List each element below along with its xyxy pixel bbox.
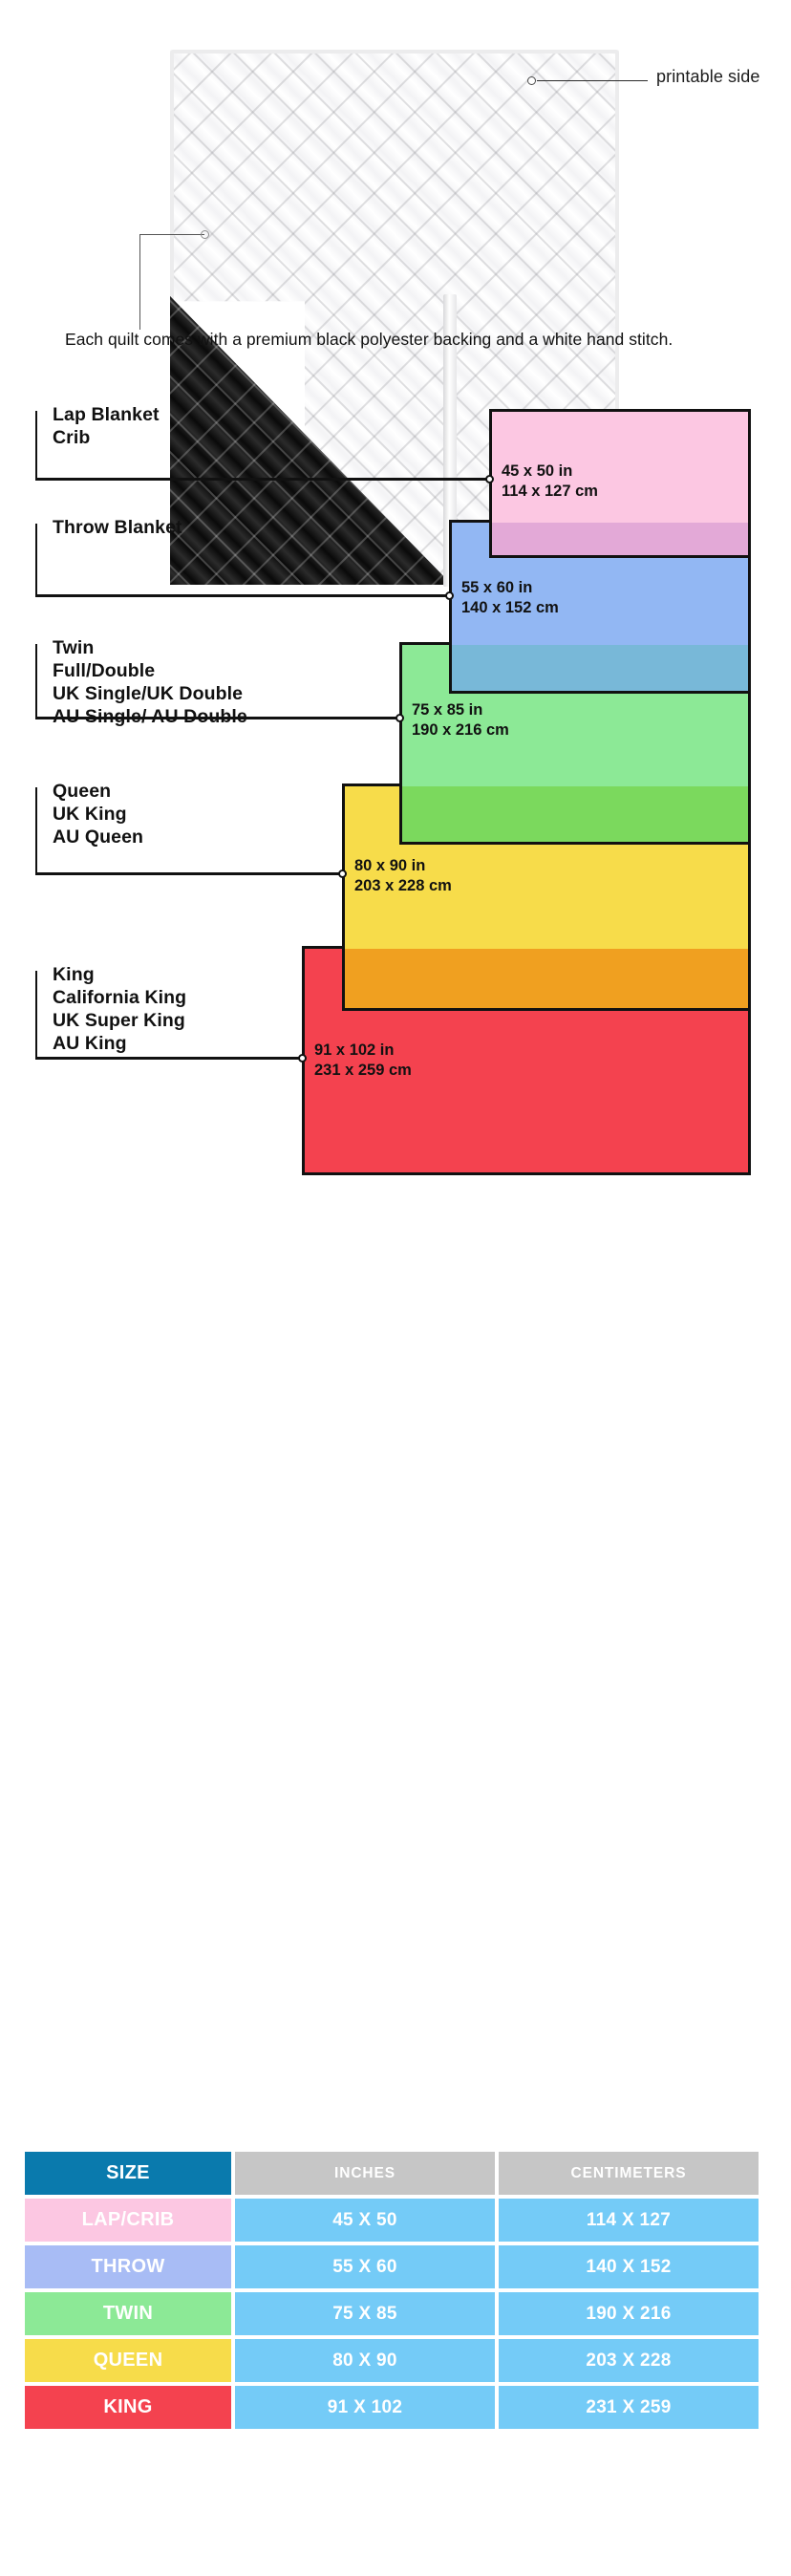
table-cell-inches: 75 X 85 <box>235 2292 495 2335</box>
table-row: QUEEN 80 X 90 203 X 228 <box>25 2339 762 2382</box>
table-cell-centimeters: 203 X 228 <box>499 2339 759 2382</box>
table-cell-centimeters: 190 X 216 <box>499 2292 759 2335</box>
table-row: TWIN 75 X 85 190 X 216 <box>25 2292 762 2335</box>
table-cell-inches: 55 X 60 <box>235 2245 495 2288</box>
dimension-label-lap-crib: 45 x 50 in 114 x 127 cm <box>502 462 598 500</box>
leader-line-twin <box>35 718 401 719</box>
table-cell-inches: 80 X 90 <box>235 2339 495 2382</box>
callout-dot-icon <box>201 230 209 239</box>
dimension-label-throw: 55 x 60 in 140 x 152 cm <box>461 579 559 616</box>
group-label-lap-crib: Lap Blanket Crib <box>53 404 160 448</box>
table-header-centimeters: CENTIMETERS <box>499 2152 759 2195</box>
backing-leader-line-horizontal <box>139 234 204 236</box>
table-header-size: SIZE <box>25 2152 231 2195</box>
quilt-caption: Each quilt comes with a premium black po… <box>65 330 673 349</box>
quilt-illustration-section: printable side Each quilt comes with a p… <box>0 0 791 631</box>
dimension-label-queen: 80 x 90 in 203 x 228 cm <box>354 857 452 894</box>
table-cell-size: LAP/CRIB <box>25 2199 231 2242</box>
leader-line-king <box>35 1058 304 1060</box>
printable-side-label: printable side <box>656 67 760 86</box>
leader-dot-icon <box>298 1054 307 1063</box>
quilt-product-image <box>170 50 619 587</box>
size-comparison-diagram: Lap Blanket Crib 45 x 50 in 114 x 127 cm… <box>0 399 791 2081</box>
size-table: SIZE INCHES CENTIMETERS LAP/CRIB 45 X 50… <box>25 2152 762 2433</box>
table-row: KING 91 X 102 231 X 259 <box>25 2386 762 2429</box>
printable-side-leader-line <box>537 80 648 81</box>
group-label-queen: Queen UK King AU Queen <box>53 781 144 848</box>
group-label-king: King California King UK Super King AU Ki… <box>53 964 187 1054</box>
leader-line-queen <box>35 873 344 875</box>
dimension-label-twin: 75 x 85 in 190 x 216 cm <box>412 701 509 739</box>
leader-line-lap-crib <box>35 479 491 481</box>
table-row: LAP/CRIB 45 X 50 114 X 127 <box>25 2199 762 2242</box>
table-cell-centimeters: 114 X 127 <box>499 2199 759 2242</box>
table-cell-size: TWIN <box>25 2292 231 2335</box>
leader-dot-icon <box>445 591 454 600</box>
table-row: THROW 55 X 60 140 X 152 <box>25 2245 762 2288</box>
leader-dot-icon <box>396 714 404 722</box>
leader-dot-icon <box>485 475 494 483</box>
table-cell-size: QUEEN <box>25 2339 231 2382</box>
table-cell-size: THROW <box>25 2245 231 2288</box>
table-cell-size: KING <box>25 2386 231 2429</box>
leader-dot-icon <box>338 869 347 878</box>
table-header-inches: INCHES <box>235 2152 495 2195</box>
quilt-white-hand-stitch-hem <box>443 294 457 587</box>
group-label-throw: Throw Blanket <box>53 517 182 538</box>
table-cell-inches: 91 X 102 <box>235 2386 495 2429</box>
table-cell-centimeters: 231 X 259 <box>499 2386 759 2429</box>
group-label-twin: Twin Full/Double UK Single/UK Double AU … <box>53 637 247 727</box>
table-cell-inches: 45 X 50 <box>235 2199 495 2242</box>
table-header-row: SIZE INCHES CENTIMETERS <box>25 2152 762 2195</box>
callout-dot-icon <box>527 76 536 85</box>
table-cell-centimeters: 140 X 152 <box>499 2245 759 2288</box>
leader-line-throw <box>35 595 451 597</box>
backing-leader-line-vertical <box>139 234 141 330</box>
dimension-label-king: 91 x 102 in 231 x 259 cm <box>314 1041 412 1079</box>
